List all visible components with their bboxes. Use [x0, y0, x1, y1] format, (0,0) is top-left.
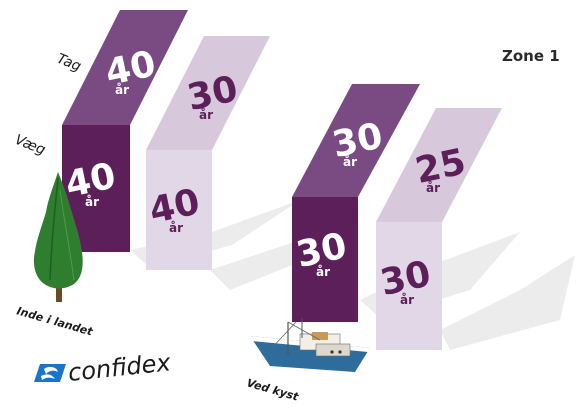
panel-3-wall [292, 197, 358, 322]
panel-3-wall-unit: år [316, 265, 330, 279]
panel-3-roof [292, 84, 420, 197]
panel-4-wall [376, 222, 442, 350]
zone-title: Zone 1 [502, 47, 560, 65]
panel-coast-first: 30 år 30 år [292, 84, 420, 322]
shadow-panel-4 [440, 255, 575, 350]
panel-inland-second: 30 år 40 år [146, 36, 270, 270]
panel-2-wall [146, 150, 212, 270]
panel-4-wall-unit: år [400, 293, 414, 307]
panel-2-roof-unit: år [199, 108, 213, 122]
panel-4-roof-years: 25 [412, 141, 470, 192]
fishing-boat-icon [250, 318, 370, 372]
wall-label: Væg [13, 132, 48, 159]
panel-4-wall-years: 30 [377, 253, 435, 304]
panel-1-roof [62, 10, 188, 125]
tree-icon [33, 172, 83, 302]
panel-1-roof-unit: år [115, 83, 129, 97]
panel-1-roof-years: 40 [102, 43, 160, 94]
panel-coast-second: 25 år 30 år [376, 108, 502, 350]
confidex-logo: confidex [34, 348, 173, 387]
panel-1-wall-unit: år [85, 195, 99, 209]
inland-label: Inde i landet [15, 304, 95, 338]
panel-1-wall [62, 125, 130, 252]
logo-wordmark: confidex [67, 348, 173, 387]
panel-inland-first: 40 år 40 år [62, 10, 188, 252]
panel-1-wall-years: 40 [62, 155, 120, 206]
panel-3-roof-unit: år [343, 155, 357, 169]
panel-2-roof-years: 30 [184, 68, 242, 119]
coast-label: Ved kyst [245, 376, 300, 403]
panel-3-wall-years: 30 [293, 225, 351, 276]
panel-2-wall-unit: år [169, 221, 183, 235]
panel-3-roof-years: 30 [329, 115, 387, 166]
logo-icon [34, 364, 66, 382]
panel-2-wall-years: 40 [146, 181, 204, 232]
panel-4-roof [376, 108, 502, 222]
panel-4-roof-unit: år [426, 181, 440, 195]
roof-label: Tag [55, 51, 84, 75]
panel-2-roof [146, 36, 270, 150]
